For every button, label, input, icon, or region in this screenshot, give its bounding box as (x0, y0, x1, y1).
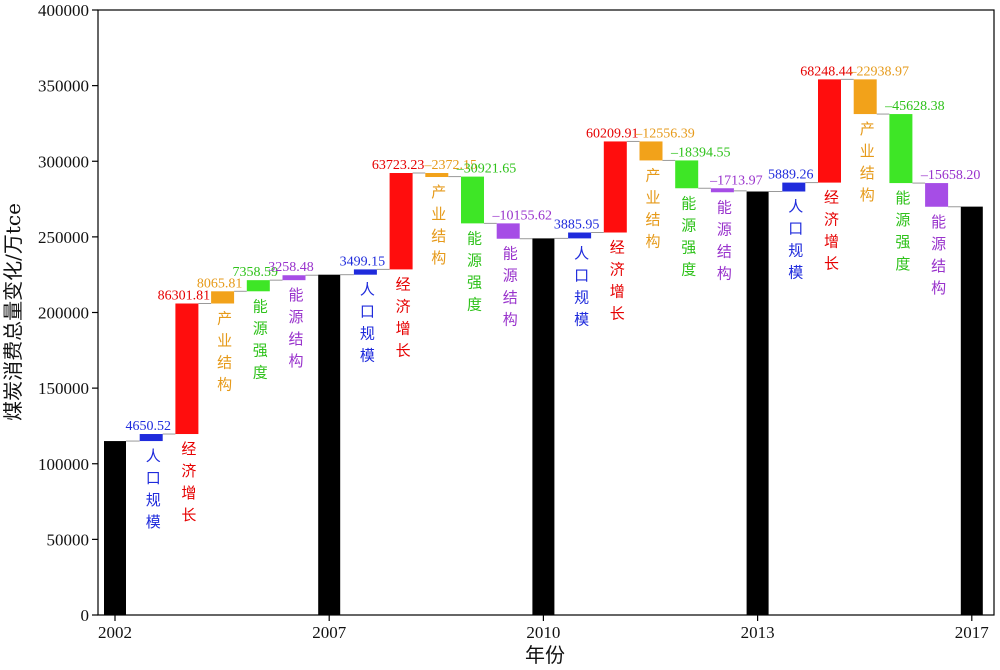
y-tick-label: 200000 (38, 304, 89, 323)
effect-bar-2013-4 (925, 183, 949, 207)
factor-label: 产业结构 (645, 166, 660, 250)
y-axis: 0 50000 100000 150000 200000 250000 300000 3500… (38, 1, 98, 625)
value-label: 86301.81 (158, 288, 211, 303)
factor-label: 能源强度 (467, 229, 482, 313)
value-label: –2372.15 (424, 158, 478, 173)
total-bar-2013 (746, 191, 769, 615)
total-bar-2007 (318, 274, 341, 615)
x-axis-title: 年份 (525, 643, 565, 667)
value-label: 4650.52 (125, 419, 171, 434)
y-tick-label: 400000 (38, 1, 89, 20)
value-label: 8065.81 (197, 276, 243, 291)
factor-label: 人口规模 (574, 244, 589, 328)
factor-label: 能源结构 (717, 198, 732, 282)
factor-label: 经济增长 (824, 189, 839, 273)
value-label: –12556.39 (634, 126, 695, 141)
effect-bar-2002-4 (282, 275, 306, 281)
value-label: 7358.59 (233, 265, 279, 280)
x-axis: 2002 2007 2010 2013 2017 (98, 615, 989, 642)
value-label: –15658.20 (920, 168, 981, 183)
value-label: 3885.95 (554, 218, 600, 233)
connector-lines (126, 78, 961, 442)
x-tick-label: 2002 (98, 623, 132, 642)
effect-bar-2013-3 (889, 114, 913, 184)
bars (104, 79, 983, 615)
effect-bar-2010-2 (639, 141, 663, 161)
x-tick-label: 2017 (955, 623, 990, 642)
effect-bar-2002-3 (246, 280, 270, 292)
factor-label: 经济增长 (181, 440, 196, 524)
value-label: 68248.44 (800, 64, 853, 79)
effect-bar-2010-4 (710, 188, 734, 193)
effect-bar-2010-0 (568, 232, 592, 239)
y-tick-label: 250000 (38, 228, 89, 247)
factor-label: 产业结构 (860, 120, 875, 204)
value-label: 63723.23 (372, 158, 425, 173)
factor-label: 人口规模 (360, 281, 375, 365)
value-label: –22938.97 (848, 64, 909, 79)
factor-label: 能源强度 (895, 189, 910, 273)
effect-bar-2013-0 (782, 182, 806, 192)
effect-bar-2010-1 (603, 141, 627, 233)
total-bar-2002 (104, 441, 126, 615)
effect-bar-2010-3 (675, 160, 699, 189)
factor-label: 能源强度 (681, 194, 696, 278)
x-tick-label: 2013 (741, 623, 775, 642)
x-tick-label: 2010 (526, 623, 560, 642)
total-bar-2017 (960, 206, 983, 615)
factor-label: 经济增长 (396, 275, 411, 359)
y-tick-label: 350000 (38, 77, 89, 96)
value-label: –30921.65 (456, 162, 517, 177)
factor-label: 人口规模 (146, 447, 161, 531)
value-label: 3258.48 (268, 260, 314, 275)
factor-label: 产业结构 (217, 309, 232, 393)
y-tick-label: 100000 (38, 455, 89, 474)
value-label: 60209.91 (586, 126, 639, 141)
y-tick-label: 0 (81, 606, 90, 625)
factor-label: 能源结构 (288, 286, 303, 370)
effect-bar-2002-1 (175, 303, 199, 435)
effect-bar-2007-1 (389, 173, 413, 270)
factor-label: 能源强度 (253, 297, 268, 381)
bar-labels: 4650.52 人口规模 86301.81 经济增长 8065.81 产业结构 7358.5… (125, 64, 980, 531)
x-tick-label: 2007 (312, 623, 347, 642)
effect-bar-2007-2 (425, 173, 449, 178)
effect-bar-2013-1 (818, 79, 841, 183)
effect-bar-2007-0 (353, 269, 377, 275)
value-label: –18394.55 (670, 145, 731, 160)
factor-label: 经济增长 (610, 239, 625, 323)
value-label: –45628.38 (884, 99, 945, 114)
effect-bar-2007-3 (461, 176, 484, 224)
factor-label: 能源结构 (931, 213, 946, 297)
factor-label: 能源结构 (503, 245, 518, 329)
value-label: –10155.62 (491, 208, 552, 223)
effect-bar-2013-2 (853, 79, 877, 115)
value-label: 3499.15 (340, 254, 386, 269)
factor-label: 人口规模 (788, 198, 803, 282)
effect-bar-2002-0 (139, 434, 163, 442)
value-label: 5889.26 (768, 168, 814, 183)
effect-bar-2007-4 (496, 223, 520, 239)
y-tick-label: 300000 (38, 152, 89, 171)
y-tick-label: 50000 (47, 530, 90, 549)
y-axis-title: 煤炭消费总量变化/万tce (1, 203, 25, 421)
y-tick-label: 150000 (38, 379, 89, 398)
value-label: –1713.97 (709, 173, 763, 188)
effect-bar-2002-2 (211, 291, 235, 304)
total-bar-2010 (532, 238, 555, 615)
factor-label: 产业结构 (431, 183, 446, 267)
